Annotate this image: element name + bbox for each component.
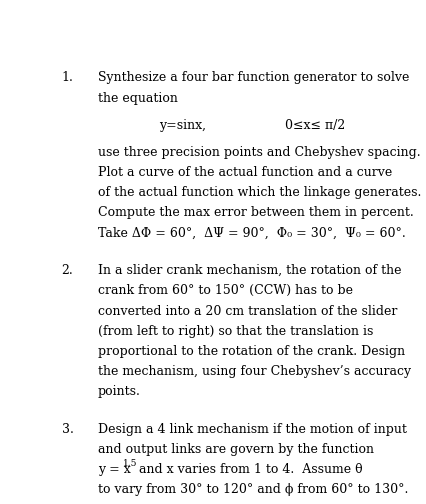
Text: proportional to the rotation of the crank. Design: proportional to the rotation of the cran… [98, 345, 404, 358]
Text: 2.: 2. [61, 264, 73, 277]
Text: use three precision points and Chebyshev spacing.: use three precision points and Chebyshev… [98, 146, 420, 159]
Text: Take ΔΦ = 60°,  ΔΨ = 90°,  Φ₀ = 30°,  Ψ₀ = 60°.: Take ΔΦ = 60°, ΔΨ = 90°, Φ₀ = 30°, Ψ₀ = … [98, 227, 405, 239]
Text: Plot a curve of the actual function and a curve: Plot a curve of the actual function and … [98, 166, 391, 179]
Text: crank from 60° to 150° (CCW) has to be: crank from 60° to 150° (CCW) has to be [98, 284, 352, 297]
Text: Synthesize a four bar function generator to solve: Synthesize a four bar function generator… [98, 72, 409, 84]
Text: (from left to right) so that the translation is: (from left to right) so that the transla… [98, 325, 373, 338]
Text: and x varies from 1 to 4.  Assume θ: and x varies from 1 to 4. Assume θ [134, 463, 361, 476]
Text: 1.: 1. [61, 72, 73, 84]
Text: y = x: y = x [98, 463, 130, 476]
Text: Compute the max error between them in percent.: Compute the max error between them in pe… [98, 207, 413, 219]
Text: the equation: the equation [98, 92, 178, 104]
Text: of the actual function which the linkage generates.: of the actual function which the linkage… [98, 186, 420, 199]
Text: to vary from 30° to 120° and ϕ from 60° to 130°.: to vary from 30° to 120° and ϕ from 60° … [98, 483, 407, 496]
Text: y=sinx,: y=sinx, [159, 119, 206, 132]
Text: and output links are govern by the function: and output links are govern by the funct… [98, 443, 373, 456]
Text: In a slider crank mechanism, the rotation of the: In a slider crank mechanism, the rotatio… [98, 264, 400, 277]
Text: the mechanism, using four Chebyshev’s accuracy: the mechanism, using four Chebyshev’s ac… [98, 365, 410, 378]
Text: Design a 4 link mechanism if the motion of input: Design a 4 link mechanism if the motion … [98, 423, 406, 436]
Text: points.: points. [98, 385, 141, 398]
Text: 0≤x≤ π/2: 0≤x≤ π/2 [285, 119, 345, 132]
Text: converted into a 20 cm translation of the slider: converted into a 20 cm translation of th… [98, 304, 397, 318]
Text: 1.5: 1.5 [123, 460, 138, 468]
Text: 3.: 3. [61, 423, 73, 436]
